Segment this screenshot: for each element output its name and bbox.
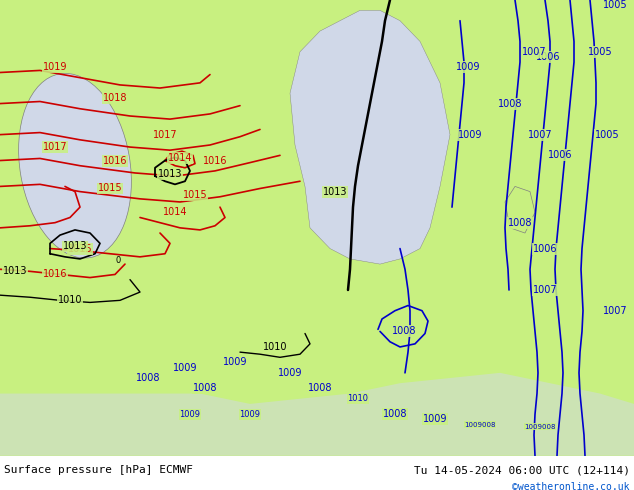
Text: 1009: 1009 [172,363,197,373]
Text: 1007: 1007 [527,130,552,140]
Text: 1008: 1008 [307,383,332,393]
Text: 1013: 1013 [158,169,182,179]
Text: 1016: 1016 [203,155,227,166]
Text: 1005: 1005 [595,130,619,140]
Ellipse shape [18,74,131,258]
Text: 1013: 1013 [323,187,347,196]
Text: 0: 0 [115,256,120,266]
Text: 1008: 1008 [498,98,522,109]
Text: 1013: 1013 [3,267,27,276]
Text: 1009: 1009 [223,358,247,368]
Text: 1013: 1013 [63,242,87,251]
Text: 1009: 1009 [456,62,480,73]
Text: 1005: 1005 [603,0,627,10]
Text: 1006: 1006 [533,244,557,253]
Text: 1017: 1017 [42,142,67,152]
Text: 1006: 1006 [548,150,573,160]
Text: 1010: 1010 [347,394,368,403]
Text: 1015: 1015 [68,244,93,253]
Text: Tu 14-05-2024 06:00 UTC (12+114): Tu 14-05-2024 06:00 UTC (12+114) [414,465,630,475]
Text: 1019: 1019 [42,62,67,73]
Polygon shape [0,373,634,456]
Text: 1005: 1005 [588,47,612,57]
Text: 1016: 1016 [42,270,67,279]
Text: 1008: 1008 [136,373,160,383]
Text: 1009: 1009 [423,415,447,424]
Text: 1018: 1018 [103,94,127,103]
Text: 1017: 1017 [153,130,178,140]
Text: 1007: 1007 [533,285,557,295]
Text: 1009: 1009 [278,368,302,378]
Text: 1008: 1008 [383,409,407,419]
Text: 1015: 1015 [98,183,122,194]
Text: 1009: 1009 [458,130,482,140]
Text: 1009: 1009 [240,410,261,419]
Text: 1009008: 1009008 [464,421,496,428]
Text: 1008: 1008 [193,383,217,393]
Text: 1006: 1006 [536,52,560,62]
Text: 1007: 1007 [522,47,547,57]
Text: 1008: 1008 [508,218,533,228]
Text: 1009: 1009 [179,410,200,419]
Text: 1016: 1016 [103,155,127,166]
Text: 1008: 1008 [392,326,417,337]
Text: 1010: 1010 [58,295,82,305]
Text: 1015: 1015 [183,190,207,200]
Polygon shape [505,186,535,233]
Text: 1009008: 1009008 [524,424,556,430]
Polygon shape [290,10,450,264]
Text: 1007: 1007 [603,306,627,316]
Text: ©weatheronline.co.uk: ©weatheronline.co.uk [512,482,630,490]
Text: 1014: 1014 [168,153,192,164]
Text: 1014: 1014 [163,207,187,217]
Text: Surface pressure [hPa] ECMWF: Surface pressure [hPa] ECMWF [4,465,193,475]
Text: 1010: 1010 [262,342,287,352]
